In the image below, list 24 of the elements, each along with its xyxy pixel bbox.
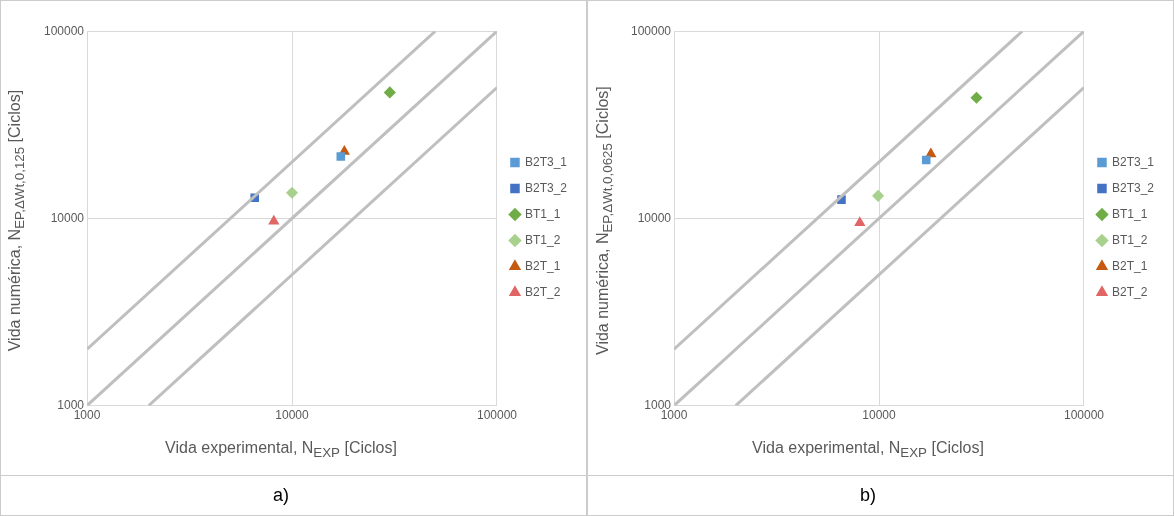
legend-label: BT1_1 [524, 206, 561, 221]
y-tick-label: 10000 [637, 210, 672, 225]
legend-label: B2T3_1 [524, 154, 568, 169]
legend-label: BT1_2 [524, 232, 561, 247]
legend-label: B2T_1 [524, 258, 561, 273]
legend-label: BT1_2 [1111, 232, 1148, 247]
legend-label: B2T3_2 [524, 180, 568, 195]
legend-label: B2T_2 [1111, 284, 1148, 299]
y-tick-label: 100000 [44, 23, 85, 38]
text: b) [859, 485, 877, 506]
legend-label: B2T3_2 [1111, 180, 1155, 195]
x-tick-label: 10000 [275, 408, 310, 423]
x-axis-title: Vida experimental, N$_{EXP}$ [Ciclos] [164, 439, 398, 461]
legend-label: B2T_2 [524, 284, 561, 299]
legend-label: B2T_1 [1111, 258, 1148, 273]
legend-label: BT1_1 [1111, 206, 1148, 221]
legend-label: B2T3_1 [1111, 154, 1155, 169]
y-tick-label: 100000 [631, 23, 672, 38]
text: a) [272, 485, 290, 506]
x-tick-label: 100000 [1063, 408, 1105, 423]
x-tick-label: 10000 [862, 408, 897, 423]
x-axis-title: Vida experimental, N$_{EXP}$ [Ciclos] [751, 439, 985, 461]
x-tick-label: 100000 [476, 408, 518, 423]
y-tick-label: 10000 [50, 210, 85, 225]
